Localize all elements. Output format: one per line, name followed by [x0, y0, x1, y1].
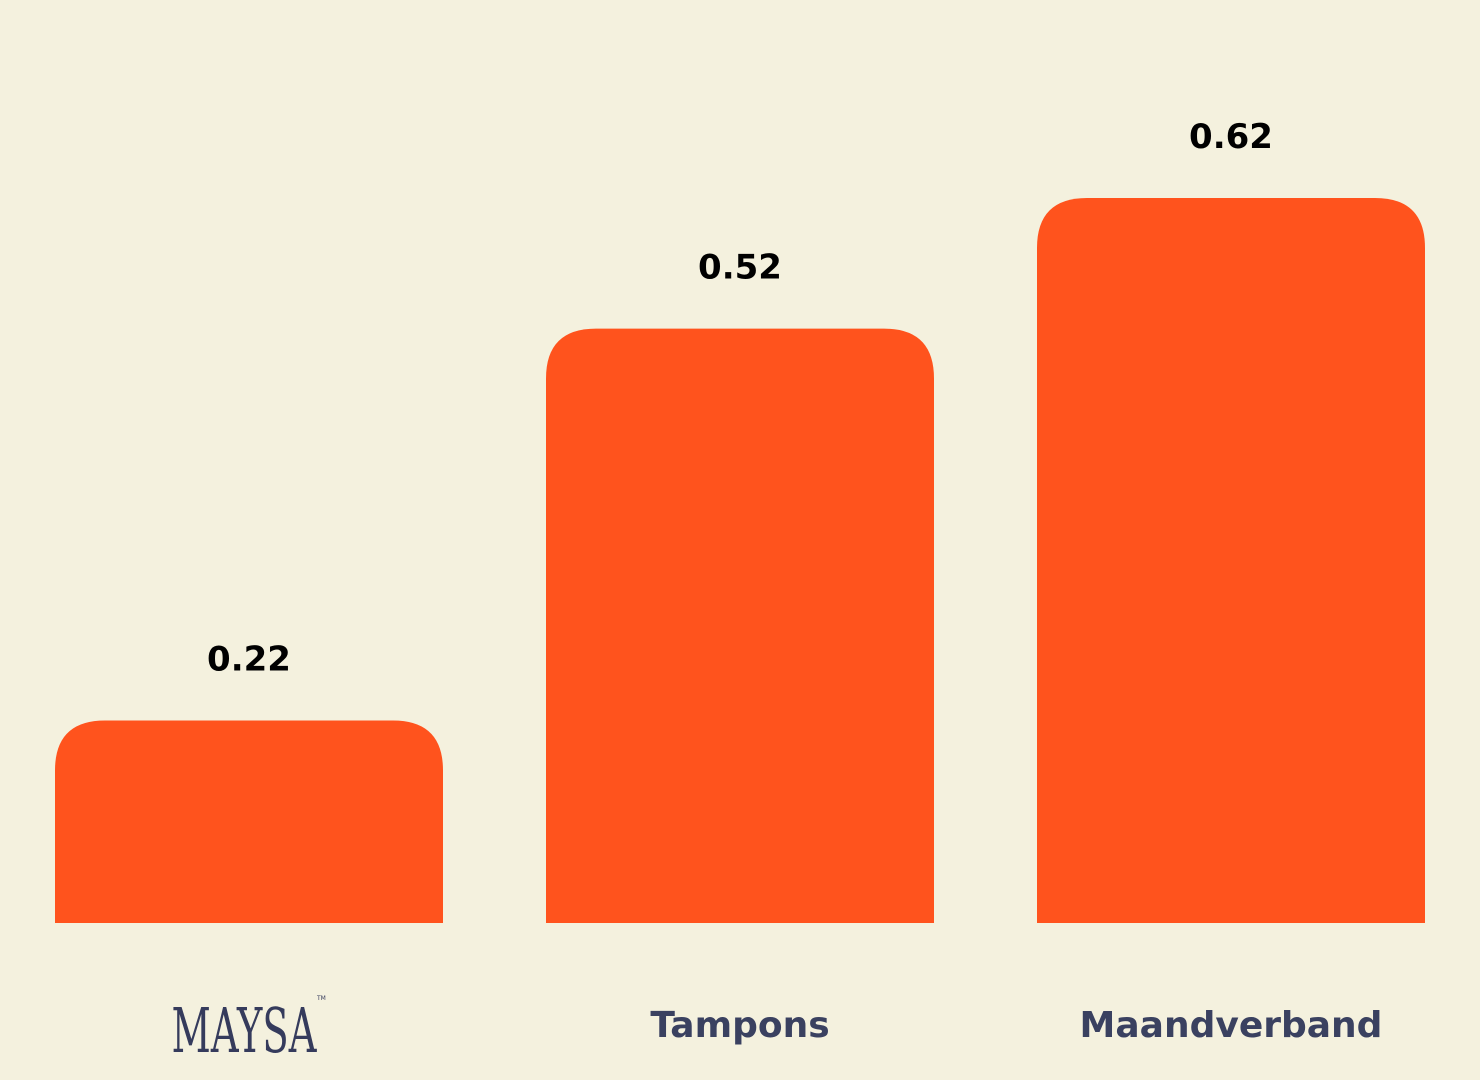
bar-tampons [546, 328, 934, 924]
bar-maysa [55, 720, 443, 923]
trademark-mark: TM [316, 995, 326, 1002]
data-label: 0.52 [698, 248, 782, 288]
category-label: Maandverband [1080, 1005, 1383, 1046]
bar-maandverband [1037, 198, 1425, 923]
data-label: 0.22 [207, 640, 291, 680]
data-label: 0.62 [1189, 117, 1273, 157]
category-label: Tampons [650, 1005, 829, 1046]
maysa-logo: MAYSA [172, 994, 318, 1067]
